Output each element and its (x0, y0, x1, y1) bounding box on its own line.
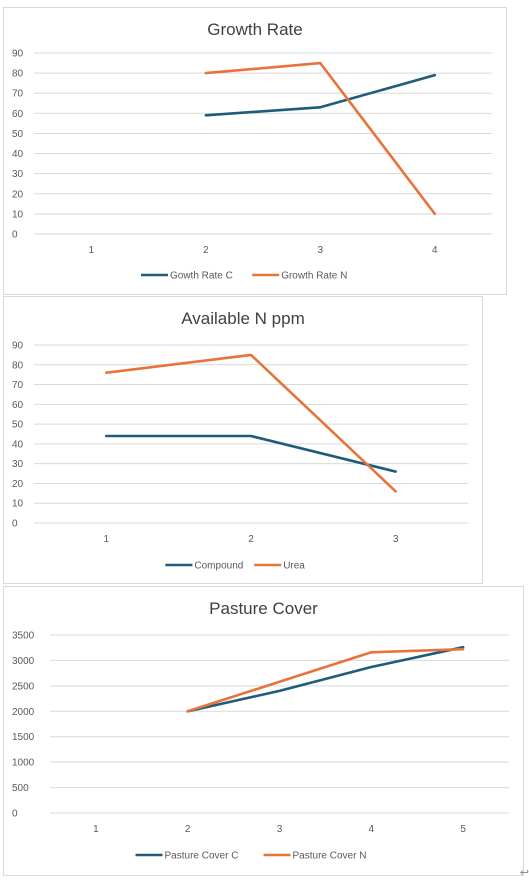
y-tick-label: 20 (12, 479, 24, 490)
legend-label-2: Urea (283, 561, 305, 572)
chart-title: Pasture Cover (209, 599, 318, 618)
chart-growth-rate: Growth Rate 0 10 20 30 40 50 60 70 80 90 1 2 3 4 Gowth … (3, 7, 507, 295)
series-line-1 (204, 73, 437, 117)
y-tick-label: 2500 (12, 681, 35, 692)
x-tick-label: 3 (277, 824, 283, 835)
chart-pasture-cover: Pasture Cover 0 500 1000 1500 2000 2500 3000 350… (3, 586, 524, 876)
y-tick-label: 80 (12, 360, 24, 371)
legend-label-1: Pasture Cover C (165, 851, 239, 862)
chart-available-n: Available N ppm 0 10 20 30 40 50 60 70 80 90 1 2 3 Com… (3, 296, 483, 584)
y-tick-label: 1500 (12, 732, 35, 743)
y-tick-label: 0 (12, 809, 18, 820)
x-tick-label: 4 (432, 245, 438, 256)
y-tick-label: 1000 (12, 758, 35, 769)
legend-label-2: Pasture Cover N (293, 851, 367, 862)
x-tick-label: 2 (248, 534, 254, 545)
legend: Pasture Cover C Pasture Cover N (135, 851, 367, 862)
y-tick-label: 40 (12, 149, 24, 160)
y-tick-label: 30 (12, 459, 24, 470)
y-tick-label: 10 (12, 209, 24, 220)
y-tick-label: 40 (12, 439, 24, 450)
x-tick-label: 4 (369, 824, 375, 835)
y-tick-label: 60 (12, 109, 24, 120)
chart-available-n-svg: Available N ppm 0 10 20 30 40 50 60 70 80 90 1 2 3 Com… (12, 309, 468, 572)
x-tick-label: 1 (104, 534, 110, 545)
y-tick-label: 90 (12, 341, 24, 352)
legend: Gowth Rate C Growth Rate N (141, 271, 347, 282)
series-line-2 (105, 353, 398, 493)
legend-label-1: Gowth Rate C (170, 271, 233, 282)
x-tick-label: 2 (185, 824, 191, 835)
series-line-1 (186, 645, 465, 713)
legend: Compound Urea (165, 561, 305, 572)
y-tick-label: 3500 (12, 631, 35, 642)
legend-label-1: Compound (194, 561, 243, 572)
x-tick-label: 1 (88, 245, 94, 256)
chart-pasture-cover-svg: Pasture Cover 0 500 1000 1500 2000 2500 3000 350… (12, 599, 509, 862)
y-tick-label: 10 (12, 499, 24, 510)
series-line-2 (186, 647, 465, 713)
series-line-2 (204, 61, 437, 216)
corner-mark: ↩ (519, 867, 529, 879)
x-tick-label: 3 (393, 534, 399, 545)
y-tick-label: 90 (12, 49, 24, 60)
y-tick-label: 2000 (12, 707, 35, 718)
y-tick-label: 3000 (12, 656, 35, 667)
y-tick-label: 80 (12, 69, 24, 80)
x-tick-label: 1 (93, 824, 99, 835)
y-tick-label: 20 (12, 189, 24, 200)
y-tick-label: 500 (12, 783, 29, 794)
chart-title: Available N ppm (181, 309, 304, 328)
y-tick-label: 70 (12, 380, 24, 391)
y-tick-label: 50 (12, 129, 24, 140)
y-tick-label: 30 (12, 169, 24, 180)
x-tick-label: 2 (203, 245, 209, 256)
x-tick-label: 5 (460, 824, 466, 835)
series-line-1 (105, 434, 398, 473)
y-tick-label: 50 (12, 420, 24, 431)
y-tick-label: 60 (12, 400, 24, 411)
chart-growth-rate-svg: Growth Rate 0 10 20 30 40 50 60 70 80 90 1 2 3 4 Gowth … (12, 20, 492, 282)
y-tick-label: 0 (12, 519, 18, 530)
x-tick-label: 3 (317, 245, 323, 256)
y-tick-label: 0 (12, 230, 18, 241)
y-tick-label: 70 (12, 89, 24, 100)
legend-label-2: Growth Rate N (281, 271, 347, 282)
chart-title: Growth Rate (207, 20, 302, 39)
